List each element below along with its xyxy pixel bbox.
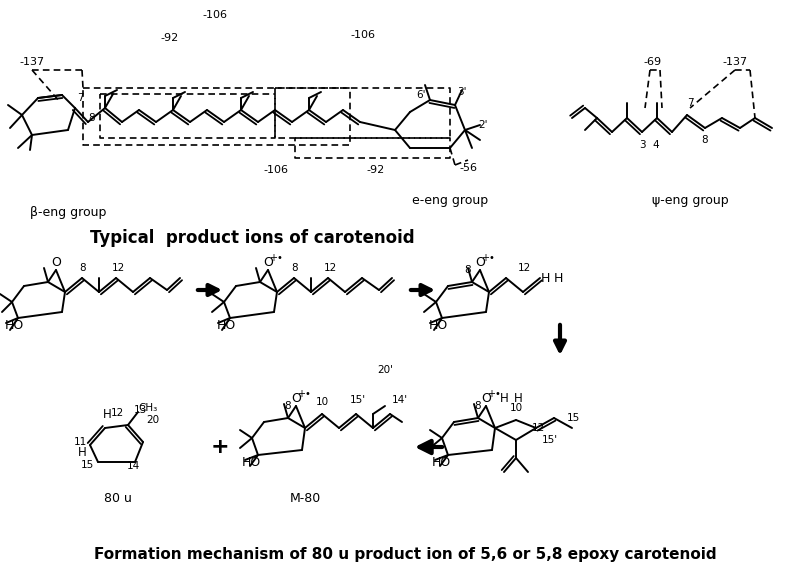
Text: H: H bbox=[500, 391, 509, 404]
Text: O: O bbox=[481, 391, 491, 404]
Text: HO: HO bbox=[5, 319, 24, 332]
Text: -106: -106 bbox=[351, 30, 376, 40]
Text: 12: 12 bbox=[323, 263, 337, 273]
Text: HO: HO bbox=[242, 456, 262, 469]
Text: CH₃: CH₃ bbox=[139, 403, 158, 413]
Text: 3: 3 bbox=[639, 140, 646, 150]
Text: H: H bbox=[514, 391, 522, 404]
Text: 14': 14' bbox=[392, 395, 408, 405]
Text: -56: -56 bbox=[459, 163, 477, 173]
Text: M-80: M-80 bbox=[289, 491, 321, 504]
Text: 8: 8 bbox=[79, 263, 87, 273]
Text: O: O bbox=[475, 256, 485, 269]
Text: 8: 8 bbox=[701, 135, 708, 145]
Text: β-eng group: β-eng group bbox=[30, 206, 106, 219]
Text: 10: 10 bbox=[315, 397, 329, 407]
Text: HO: HO bbox=[217, 319, 237, 332]
Text: +•: +• bbox=[487, 389, 501, 399]
Text: 15: 15 bbox=[80, 460, 94, 470]
Text: 14: 14 bbox=[126, 461, 139, 471]
Text: 12: 12 bbox=[111, 263, 125, 273]
Text: 80 u: 80 u bbox=[104, 491, 132, 504]
Text: +•: +• bbox=[269, 253, 283, 263]
Text: 4: 4 bbox=[653, 140, 659, 150]
Text: -137: -137 bbox=[723, 57, 748, 67]
Text: 12: 12 bbox=[518, 263, 531, 273]
Text: 6': 6' bbox=[416, 90, 426, 100]
Text: 12: 12 bbox=[110, 408, 124, 418]
Text: +: + bbox=[211, 437, 229, 457]
Text: 2': 2' bbox=[478, 120, 488, 130]
Text: 13: 13 bbox=[134, 405, 147, 415]
Text: O: O bbox=[291, 391, 301, 404]
Text: H: H bbox=[553, 272, 563, 285]
Text: 7: 7 bbox=[77, 93, 83, 103]
Text: -69: -69 bbox=[644, 57, 662, 67]
Text: 20': 20' bbox=[377, 365, 393, 375]
Text: ψ-eng group: ψ-eng group bbox=[652, 194, 728, 207]
Text: +•: +• bbox=[481, 253, 495, 263]
Text: 20: 20 bbox=[147, 415, 160, 425]
Text: 8: 8 bbox=[292, 263, 298, 273]
Text: 12: 12 bbox=[531, 423, 544, 433]
Text: 8: 8 bbox=[465, 265, 471, 275]
Text: +•: +• bbox=[297, 389, 311, 399]
Text: 11: 11 bbox=[74, 437, 87, 447]
Text: Typical  product ions of carotenoid: Typical product ions of carotenoid bbox=[90, 229, 415, 247]
Text: 15': 15' bbox=[542, 435, 558, 445]
Text: -106: -106 bbox=[202, 10, 228, 20]
Text: O: O bbox=[263, 256, 273, 269]
Text: O: O bbox=[51, 256, 61, 269]
Text: HO: HO bbox=[429, 319, 448, 332]
Text: -106: -106 bbox=[263, 165, 288, 175]
Text: -137: -137 bbox=[19, 57, 45, 67]
Text: e-eng group: e-eng group bbox=[412, 194, 488, 207]
Text: Formation mechanism of 80 u product ion of 5,6 or 5,8 epoxy carotenoid: Formation mechanism of 80 u product ion … bbox=[94, 548, 716, 562]
Text: 8: 8 bbox=[284, 401, 292, 411]
Text: H: H bbox=[103, 408, 111, 421]
Text: 15': 15' bbox=[350, 395, 366, 405]
Text: 15: 15 bbox=[566, 413, 580, 423]
Text: -92: -92 bbox=[161, 33, 179, 43]
Text: -92: -92 bbox=[367, 165, 385, 175]
Text: H: H bbox=[78, 445, 87, 458]
Text: 8: 8 bbox=[475, 401, 481, 411]
Text: HO: HO bbox=[432, 456, 451, 469]
Text: 3': 3' bbox=[458, 87, 467, 97]
Text: 7: 7 bbox=[687, 98, 693, 108]
Text: 10: 10 bbox=[509, 403, 522, 413]
Text: 8: 8 bbox=[88, 113, 96, 123]
Text: H: H bbox=[540, 272, 550, 285]
